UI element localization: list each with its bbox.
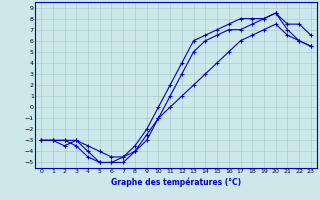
X-axis label: Graphe des températures (°C): Graphe des températures (°C): [111, 177, 241, 187]
